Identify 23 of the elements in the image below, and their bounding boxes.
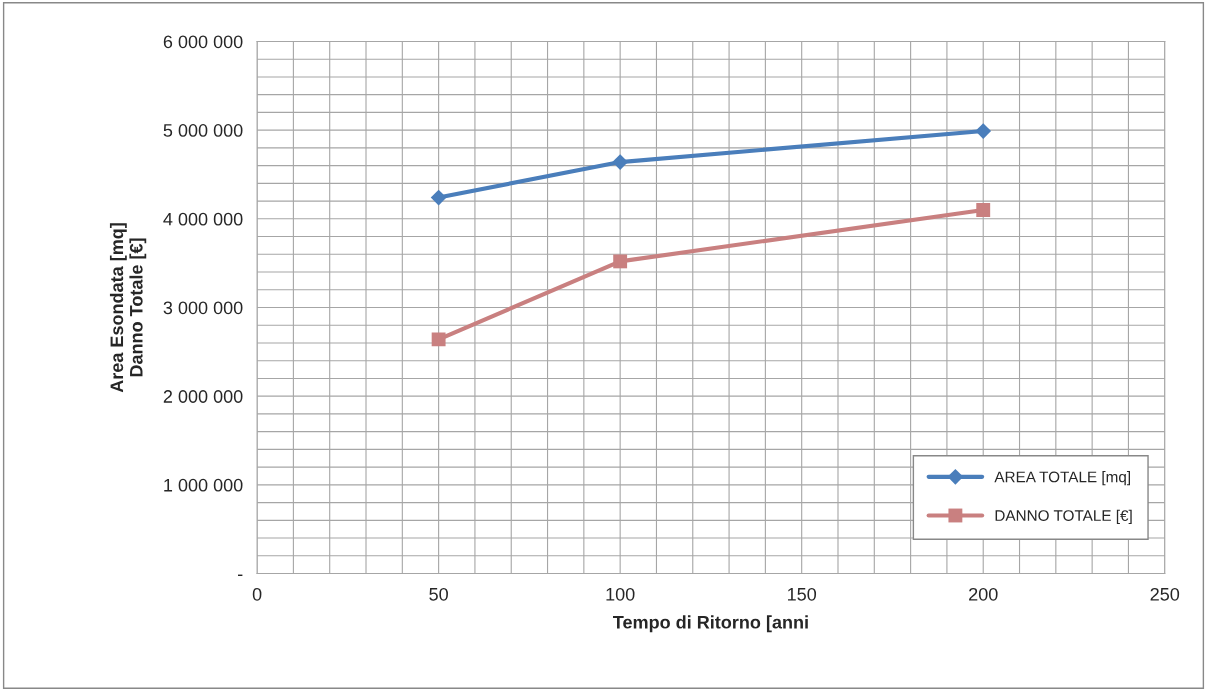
y-tick-label: 3 000 000	[163, 301, 243, 315]
x-tick-label: 200	[969, 587, 998, 601]
legend-label: AREA TOTALE [mq]	[994, 471, 1130, 486]
x-axis-title: Tempo di Ritorno [anni	[613, 615, 808, 633]
y-tick-label: 4 000 000	[163, 212, 243, 226]
x-tick-label: 50	[429, 587, 448, 601]
x-tick-label: 150	[788, 587, 817, 601]
y-tick-label: 6 000 000	[163, 35, 243, 49]
point	[613, 254, 628, 269]
point	[431, 332, 446, 347]
legend-label: DANNO TOTALE [€]	[995, 509, 1132, 525]
x-tick-label: 250	[1150, 587, 1180, 601]
x-tick-label: 0	[252, 587, 262, 601]
y-axis-title: Area Esondata [mq] Danno Totale [€]	[109, 223, 147, 393]
y-tick-label: -	[237, 574, 243, 576]
point	[976, 203, 991, 217]
x-tick-label: 100	[606, 587, 635, 601]
point	[430, 189, 447, 206]
y-tick-label: 5 000 000	[163, 124, 243, 137]
point	[612, 154, 629, 170]
y-tick-label: 2 000 000	[163, 390, 243, 403]
y-tick-label: 1 000 000	[164, 478, 243, 492]
point	[975, 123, 992, 139]
